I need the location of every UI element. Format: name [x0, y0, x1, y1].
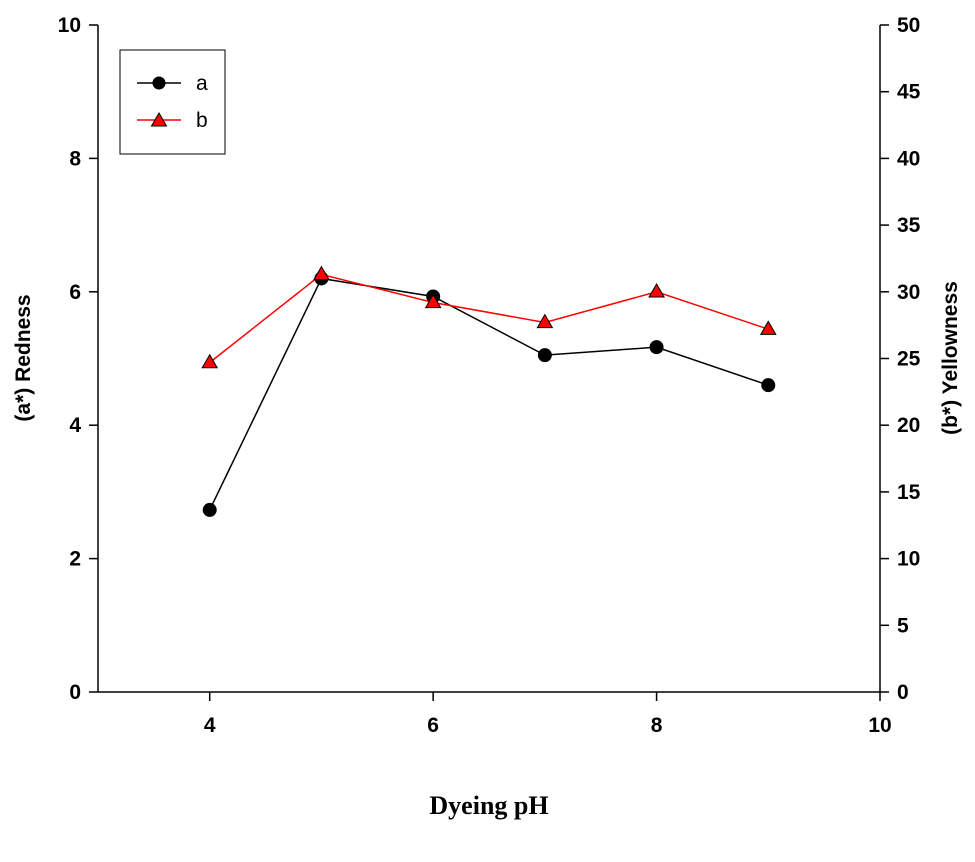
series-b-point [536, 313, 554, 329]
legend-label-b: b [196, 109, 208, 132]
series-a-point [761, 378, 776, 393]
left-y-tick-label: 0 [69, 681, 81, 704]
y-axis-title-right: (b*) Yellowness [939, 281, 962, 435]
x-ticks: 4 6 8 10 [204, 692, 892, 737]
series-a-point [202, 502, 217, 517]
x-tick-label: 8 [651, 714, 663, 737]
plot-area [201, 265, 777, 517]
right-y-tick-label: 25 [897, 348, 921, 371]
x-tick-label: 4 [204, 714, 216, 737]
right-y-tick-label: 10 [897, 548, 920, 571]
series-b-point [759, 320, 777, 335]
series-b-point [424, 293, 442, 309]
x-tick-label: 6 [427, 714, 439, 737]
legend-label-a: a [196, 72, 208, 95]
series-a-point [537, 348, 552, 363]
left-y-ticks: 0 2 4 6 8 10 [58, 14, 98, 704]
left-y-tick-label: 2 [69, 548, 81, 571]
left-y-tick-label: 4 [69, 414, 81, 437]
series-b-point [313, 265, 330, 281]
right-y-tick-label: 0 [897, 681, 909, 704]
right-y-tick-label: 45 [897, 81, 921, 104]
right-y-tick-label: 30 [897, 281, 920, 304]
series-b-line [209, 273, 769, 364]
left-y-tick-label: 8 [69, 147, 81, 170]
legend-marker-a [152, 76, 166, 90]
left-y-tick-label: 6 [69, 281, 81, 304]
series-b-point [201, 353, 219, 369]
right-y-tick-label: 5 [897, 614, 909, 637]
right-y-tick-label: 50 [897, 14, 920, 37]
legend: a b [119, 49, 226, 155]
right-y-tick-label: 15 [897, 481, 921, 504]
x-tick-label: 10 [868, 714, 891, 737]
series-b-point [648, 282, 665, 298]
right-y-tick-label: 20 [897, 414, 920, 437]
series-a-line [209, 277, 769, 511]
x-axis-title: Dyeing pH [429, 791, 548, 820]
series-a-point [649, 340, 664, 355]
right-y-ticks: 0 5 10 15 20 25 30 35 40 45 50 [880, 14, 921, 704]
left-y-tick-label: 10 [58, 14, 81, 37]
right-y-tick-label: 35 [897, 214, 921, 237]
y-axis-title-left: (a*) Redness [12, 294, 35, 421]
legend-marker-b [150, 111, 168, 127]
legend-box [119, 49, 226, 155]
right-y-tick-label: 40 [897, 147, 920, 170]
